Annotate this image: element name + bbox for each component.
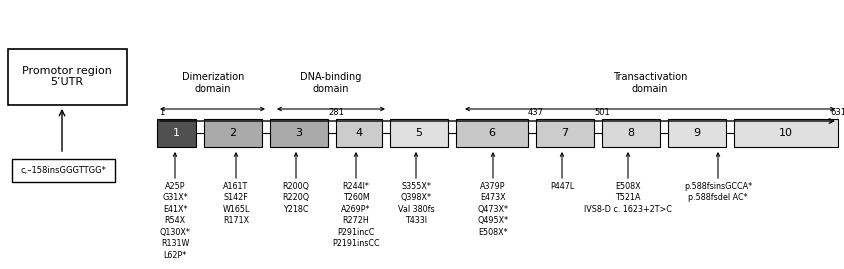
Text: A161T
S142F
W165L
R171X: A161T S142F W165L R171X [222, 182, 250, 225]
Text: 437: 437 [528, 108, 544, 117]
Text: A379P
E473X
Q473X*
Q495X*
E508X*: A379P E473X Q473X* Q495X* E508X* [478, 182, 509, 237]
Bar [157, 119, 196, 147]
Bar [336, 119, 382, 147]
Bar [456, 119, 528, 147]
Bar [536, 119, 594, 147]
Text: Promotor region
5’UTR: Promotor region 5’UTR [22, 66, 112, 87]
Text: 4: 4 [355, 128, 363, 138]
Text: 8: 8 [627, 128, 635, 138]
Text: P447L: P447L [550, 182, 574, 191]
FancyBboxPatch shape [12, 158, 115, 182]
Bar [668, 119, 726, 147]
Bar [602, 119, 660, 147]
Text: 5: 5 [415, 128, 423, 138]
Text: R200Q
R220Q
Y218C: R200Q R220Q Y218C [283, 182, 310, 214]
Text: 7: 7 [561, 128, 569, 138]
Text: 6: 6 [489, 128, 495, 138]
Text: R244I*
T260M
A269P*
R272H
P291incC
P2191insCC: R244I* T260M A269P* R272H P291incC P2191… [333, 182, 380, 248]
FancyBboxPatch shape [8, 48, 127, 104]
Text: 1: 1 [159, 108, 165, 117]
Text: DNA-binding
domain: DNA-binding domain [300, 72, 362, 94]
Text: 3: 3 [295, 128, 302, 138]
Bar [270, 119, 328, 147]
Text: 1: 1 [173, 128, 180, 138]
Text: 2: 2 [230, 128, 236, 138]
Bar [204, 119, 262, 147]
Text: 9: 9 [694, 128, 701, 138]
Text: 281: 281 [328, 108, 344, 117]
Bar [734, 119, 838, 147]
Text: 631: 631 [830, 108, 844, 117]
Text: p.588fsinsGCCA*
p.588fsdel AC*: p.588fsinsGCCA* p.588fsdel AC* [684, 182, 752, 203]
Text: A25P
G31X*
E41X*
R54X
Q130X*
R131W
L62P*: A25P G31X* E41X* R54X Q130X* R131W L62P* [160, 182, 191, 260]
Text: Transactivation
domain: Transactivation domain [613, 72, 687, 94]
Text: 501: 501 [594, 108, 609, 117]
Text: c,–158insGGGTTGG*: c,–158insGGGTTGG* [20, 165, 106, 175]
Bar [390, 119, 448, 147]
Text: E508X
T521A
IVS8-D c. 1623+2T>C: E508X T521A IVS8-D c. 1623+2T>C [584, 182, 672, 214]
Text: S355X*
Q398X*
Val 380fs
T433I: S355X* Q398X* Val 380fs T433I [398, 182, 435, 225]
Text: Dimerization
domain: Dimerization domain [181, 72, 244, 94]
Text: 10: 10 [779, 128, 793, 138]
